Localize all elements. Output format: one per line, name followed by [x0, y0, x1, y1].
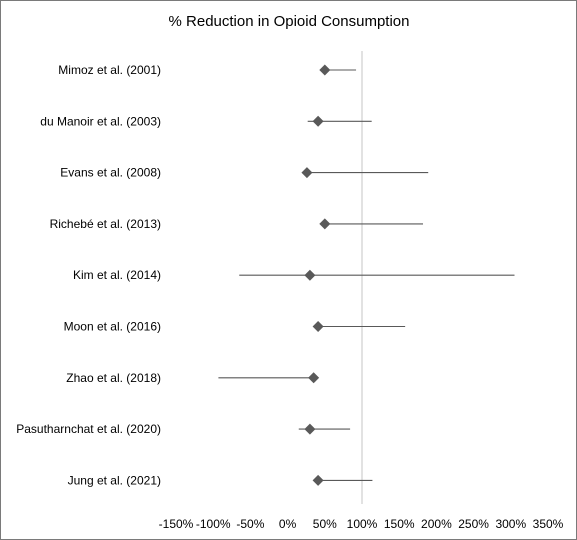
marker-layer [301, 64, 331, 486]
x-tick-label: 100% [347, 517, 378, 531]
estimate-marker [312, 474, 324, 486]
estimate-marker [304, 269, 316, 281]
study-label: Mimoz et al. (2001) [58, 63, 161, 77]
x-tick-label: -100% [196, 517, 231, 531]
estimate-marker [319, 64, 331, 76]
study-label: Kim et al. (2014) [73, 268, 161, 282]
estimate-marker [301, 167, 313, 179]
x-tick-label: 200% [421, 517, 452, 531]
study-label: Moon et al. (2016) [64, 320, 161, 334]
x-tick-label: 250% [458, 517, 489, 531]
study-label: Pasutharnchat et al. (2020) [16, 422, 161, 436]
x-tick-layer: -150% -100% -50% 0% 50% 100% 150% 200% 250% 300% 3… [159, 517, 564, 531]
study-label: Jung et al. (2021) [68, 473, 161, 487]
x-tick-label: 300% [495, 517, 526, 531]
whisker-layer [218, 69, 515, 481]
x-tick-label: 350% [533, 517, 564, 531]
x-tick-label: 150% [384, 517, 415, 531]
estimate-marker [312, 321, 324, 332]
x-tick-label: -50% [236, 517, 264, 531]
study-label: Zhao et al. (2018) [66, 371, 161, 385]
study-label: du Manoir et al. (2003) [40, 114, 161, 128]
study-label-layer: Mimoz et al. (2001) du Manoir et al. (200… [16, 63, 161, 487]
x-tick-label: -150% [159, 517, 194, 531]
x-tick-label: 0% [279, 517, 297, 531]
chart-title: % Reduction in Opioid Consumption [169, 13, 410, 30]
study-label: Richebé et al. (2013) [50, 217, 161, 231]
estimate-marker [308, 372, 320, 384]
x-tick-label: 50% [313, 517, 337, 531]
estimate-marker [319, 218, 331, 230]
estimate-marker [304, 423, 316, 435]
estimate-marker [312, 115, 324, 127]
study-label: Evans et al. (2008) [60, 166, 161, 180]
